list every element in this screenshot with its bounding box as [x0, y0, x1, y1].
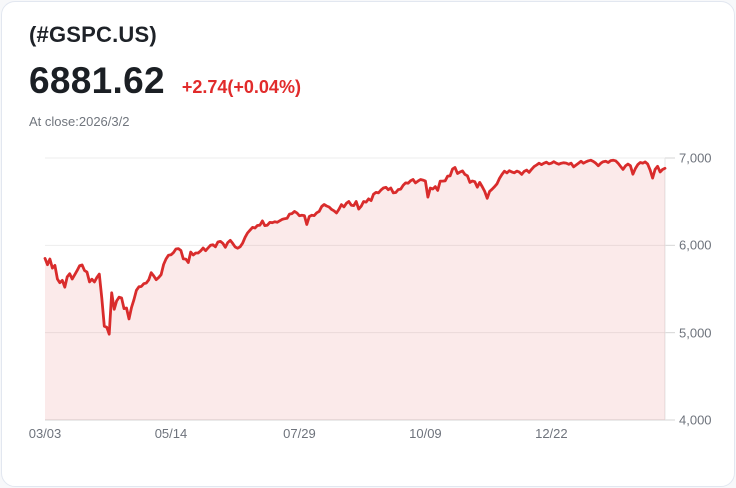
y-axis-label: 5,000: [679, 325, 712, 341]
as-of-date: At close:2026/3/2: [29, 114, 130, 129]
x-axis-label: 05/14: [154, 426, 188, 441]
y-axis-label: 7,000: [679, 150, 712, 166]
last-price: 6881.62: [29, 60, 165, 101]
price-row: 6881.62 +2.74(+0.04%): [29, 60, 301, 102]
price-line: [43, 158, 667, 336]
x-axis-label: 10/09: [409, 426, 442, 441]
x-axis-label: 03/03: [28, 426, 62, 441]
x-axis-label: 07/29: [283, 426, 316, 441]
price-area-fill: [45, 160, 665, 420]
y-axis-label: 4,000: [679, 412, 712, 428]
price-change: +2.74(+0.04%): [181, 77, 301, 97]
y-axis-label: 6,000: [679, 237, 712, 253]
symbol-title: (#GSPC.US): [29, 22, 157, 47]
x-axis-label: 12/22: [535, 426, 568, 441]
